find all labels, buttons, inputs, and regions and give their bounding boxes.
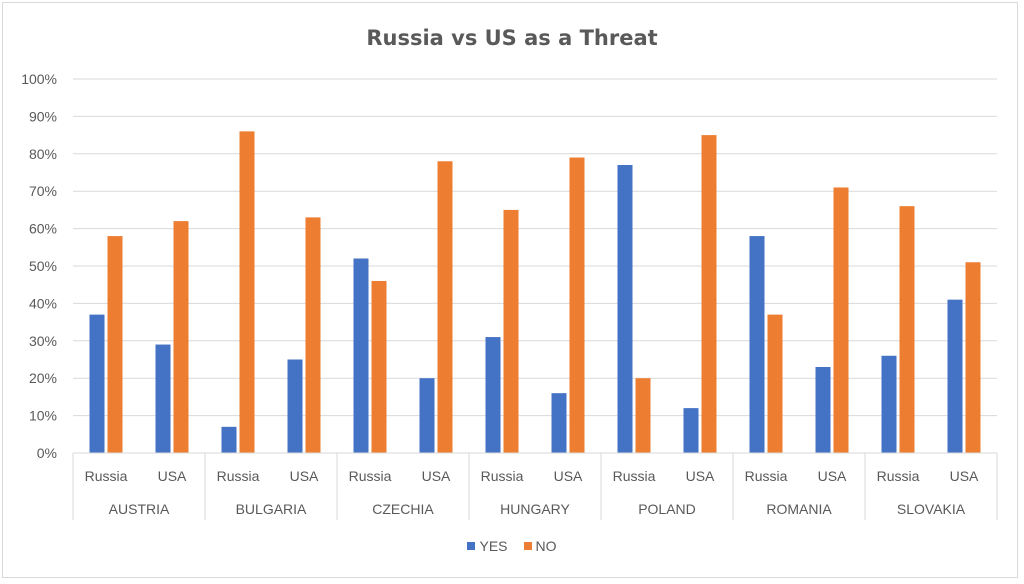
bar-yes — [947, 299, 963, 453]
group-label: ROMANIA — [766, 501, 832, 517]
legend-swatch-yes — [467, 542, 476, 550]
bar-yes — [749, 236, 765, 453]
y-tick-label: 100% — [21, 71, 57, 87]
y-tick-label: 40% — [29, 295, 57, 311]
x-tick-label: Russia — [877, 468, 920, 484]
bar-yes — [221, 426, 237, 453]
y-tick-label: 10% — [29, 408, 57, 424]
bar-yes — [683, 408, 699, 453]
y-axis: 0% 10% 20% 30% 40% 50% 60% 70% 80% 90% 100% — [21, 71, 57, 461]
group-label: HUNGARY — [500, 501, 570, 517]
bar-no — [569, 157, 585, 454]
y-tick-label: 0% — [37, 445, 57, 461]
legend-swatch-no — [523, 542, 532, 550]
group-label: AUSTRIA — [109, 501, 170, 517]
x-tick-label: Russia — [613, 468, 656, 484]
bar-no — [833, 187, 849, 453]
bar-no — [371, 280, 387, 453]
x-tick-label: USA — [818, 468, 847, 484]
legend: YES NO — [0, 538, 1024, 554]
y-tick-label: 60% — [29, 221, 57, 237]
x-tick-label: Russia — [217, 468, 260, 484]
x-tick-label: USA — [554, 468, 583, 484]
group-label: BULGARIA — [236, 501, 307, 517]
y-tick-label: 70% — [29, 183, 57, 199]
x-tick-label: Russia — [349, 468, 392, 484]
bar-yes — [287, 359, 303, 453]
bar-no — [767, 314, 783, 453]
bar-yes — [815, 366, 831, 453]
bar-no — [701, 135, 717, 453]
x-tick-label: USA — [290, 468, 319, 484]
bars — [89, 131, 981, 454]
bar-no — [305, 217, 321, 453]
bar-no — [635, 378, 651, 453]
bar-no — [437, 161, 453, 453]
group-label: SLOVAKIA — [897, 501, 966, 517]
x-tick-label: USA — [158, 468, 187, 484]
x-axis: Russia USA Russia USA Russia USA Russia USA Russ… — [72, 452, 998, 520]
x-tick-label: USA — [686, 468, 715, 484]
bar-yes — [419, 378, 435, 453]
y-tick-label: 30% — [29, 333, 57, 349]
x-tick-label: Russia — [481, 468, 524, 484]
bar-yes — [155, 344, 171, 453]
bar-no — [107, 236, 123, 453]
chart-title: Russia vs US as a Threat — [366, 26, 658, 50]
bar-yes — [881, 355, 897, 453]
bar-yes — [485, 337, 501, 453]
x-tick-label: USA — [422, 468, 451, 484]
bar-yes — [617, 165, 633, 453]
bar-no — [899, 206, 915, 453]
bar-no — [239, 131, 255, 454]
group-label: POLAND — [638, 501, 696, 517]
legend-item-yes: YES — [467, 538, 508, 554]
y-tick-label: 80% — [29, 146, 57, 162]
x-tick-label: USA — [950, 468, 979, 484]
x-tick-label: Russia — [745, 468, 788, 484]
y-tick-label: 90% — [29, 108, 57, 124]
y-tick-label: 20% — [29, 370, 57, 386]
bar-no — [965, 262, 981, 453]
x-tick-label: Russia — [85, 468, 128, 484]
bar-no — [173, 221, 189, 453]
group-label: CZECHIA — [372, 501, 434, 517]
bar-yes — [551, 393, 567, 453]
legend-item-no: NO — [523, 538, 557, 554]
y-tick-label: 50% — [29, 258, 57, 274]
legend-label-yes: YES — [479, 538, 508, 554]
gridlines — [73, 78, 997, 417]
bar-no — [503, 209, 519, 453]
bar-yes — [353, 258, 369, 453]
bar-yes — [89, 314, 105, 453]
legend-label-no: NO — [535, 538, 557, 554]
